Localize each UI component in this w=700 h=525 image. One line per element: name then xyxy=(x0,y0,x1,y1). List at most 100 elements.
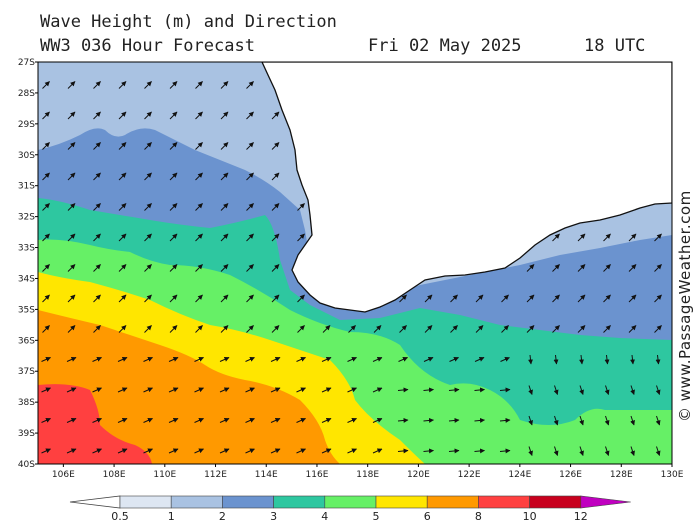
wave-direction-arrow xyxy=(246,233,254,242)
wave-direction-arrow xyxy=(654,325,662,333)
wave-direction-arrow xyxy=(118,264,127,272)
wave-direction-arrow xyxy=(499,387,511,393)
wave-direction-arrow xyxy=(169,203,178,211)
wave-direction-arrow xyxy=(246,81,254,89)
wave-direction-arrow xyxy=(194,387,204,393)
wave-direction-arrow xyxy=(423,387,434,393)
wave-direction-arrow xyxy=(501,294,509,303)
wave-direction-arrow xyxy=(347,387,357,393)
forecast-subtitle: WW3 036 Hour Forecast xyxy=(40,36,255,56)
chart-title: Wave Height (m) and Direction xyxy=(40,12,337,32)
wave-direction-arrow xyxy=(604,354,610,365)
wave-direction-arrow xyxy=(93,264,101,272)
colorbar-label: 12 xyxy=(574,510,588,523)
wave-direction-arrow xyxy=(41,418,51,423)
wave-direction-arrow xyxy=(528,446,533,456)
colorbar-segment xyxy=(273,495,326,509)
wave-direction-arrow xyxy=(42,81,50,89)
wave-direction-arrow xyxy=(246,325,254,333)
wave-direction-arrow xyxy=(143,448,153,454)
lat-label: 36S xyxy=(18,336,35,346)
colorbar-segment xyxy=(170,495,223,509)
wave-direction-arrow xyxy=(348,325,356,333)
wave-direction-arrow xyxy=(579,415,584,426)
wave-direction-arrow xyxy=(271,294,280,303)
wave-direction-arrow xyxy=(67,111,76,120)
longitude-labels: 106E 108E 110E 112E 114E 116E 118E 120E 122E 124E… xyxy=(52,464,684,480)
wave-direction-arrow xyxy=(450,325,458,333)
wave-direction-arrow xyxy=(246,264,254,272)
wave-direction-arrow xyxy=(270,387,281,393)
wave-direction-arrow xyxy=(372,418,383,423)
wave-direction-arrow xyxy=(628,294,637,303)
colorbar-tip-low xyxy=(69,495,121,509)
wave-direction-arrow xyxy=(474,357,485,362)
wave-direction-arrow xyxy=(579,446,584,456)
lat-label: 39S xyxy=(18,429,35,439)
wave-direction-arrow xyxy=(93,203,101,211)
wave-direction-arrow xyxy=(579,385,584,395)
wave-direction-arrow xyxy=(168,418,179,423)
lat-label: 34S xyxy=(18,274,35,284)
wave-direction-arrow xyxy=(271,325,280,333)
wave-direction-arrow xyxy=(42,111,50,120)
wave-direction-arrow xyxy=(144,264,152,272)
wave-direction-arrow xyxy=(552,294,560,303)
wave-direction-arrow xyxy=(92,418,102,423)
wave-direction-arrows xyxy=(41,81,662,456)
wave-direction-arrow xyxy=(220,294,229,303)
wave-direction-arrow xyxy=(655,415,661,426)
colorbar-label: 6 xyxy=(424,510,431,523)
colorbar-segment xyxy=(119,495,172,509)
wave-direction-arrow xyxy=(474,387,485,393)
lon-label: 112E xyxy=(204,470,227,480)
wave-direction-arrow xyxy=(93,325,101,333)
wave-direction-arrow xyxy=(143,357,153,362)
lat-label: 30S xyxy=(18,151,35,161)
colorbar-label: 3 xyxy=(270,510,277,523)
lon-label: 106E xyxy=(52,470,75,480)
wave-direction-arrow xyxy=(270,448,281,454)
wave-direction-arrow xyxy=(630,354,635,365)
wave-direction-arrow xyxy=(245,387,255,393)
colorbar-segment xyxy=(478,495,530,509)
lon-label: 130E xyxy=(661,470,684,480)
wave-direction-arrow xyxy=(93,81,101,89)
wave-direction-arrow xyxy=(528,415,533,426)
wave-direction-arrow xyxy=(424,294,433,303)
forecast-date: Fri 02 May 2025 xyxy=(368,36,522,56)
colorbar-segment xyxy=(529,495,582,509)
wave-direction-arrow xyxy=(169,172,178,181)
wave-direction-arrow xyxy=(271,111,280,120)
colorbar-label: 1 xyxy=(168,510,175,523)
wave-direction-arrow xyxy=(220,142,229,150)
wave-direction-arrow xyxy=(553,354,559,365)
wave-direction-arrow xyxy=(322,325,331,333)
wave-direction-arrow xyxy=(67,264,76,272)
wave-direction-arrow xyxy=(245,357,255,362)
wave-direction-arrow xyxy=(398,357,408,362)
wave-direction-arrow xyxy=(66,357,77,362)
wave-direction-arrow xyxy=(630,446,635,456)
wave-direction-arrow xyxy=(118,203,127,211)
colorbar-segment xyxy=(324,495,377,509)
wave-direction-arrow xyxy=(655,354,661,365)
colorbar-tip-high xyxy=(580,495,631,509)
wave-direction-arrow xyxy=(654,294,662,303)
wave-direction-arrow xyxy=(397,448,409,454)
wave-direction-arrow xyxy=(118,111,127,120)
wave-direction-arrow xyxy=(42,233,50,242)
wave-direction-arrow xyxy=(92,448,102,454)
wave-direction-arrow xyxy=(526,294,535,303)
wave-direction-arrow xyxy=(552,264,560,272)
wave-direction-arrow xyxy=(297,203,305,211)
wave-direction-arrow xyxy=(118,233,127,242)
wave-direction-arrow xyxy=(579,354,584,365)
wave-direction-arrow xyxy=(144,203,152,211)
wave-direction-arrow xyxy=(271,203,280,211)
wave-direction-arrow xyxy=(195,203,203,211)
lat-label: 31S xyxy=(18,182,35,192)
wave-direction-arrow xyxy=(499,448,511,454)
wave-direction-arrow xyxy=(67,233,76,242)
